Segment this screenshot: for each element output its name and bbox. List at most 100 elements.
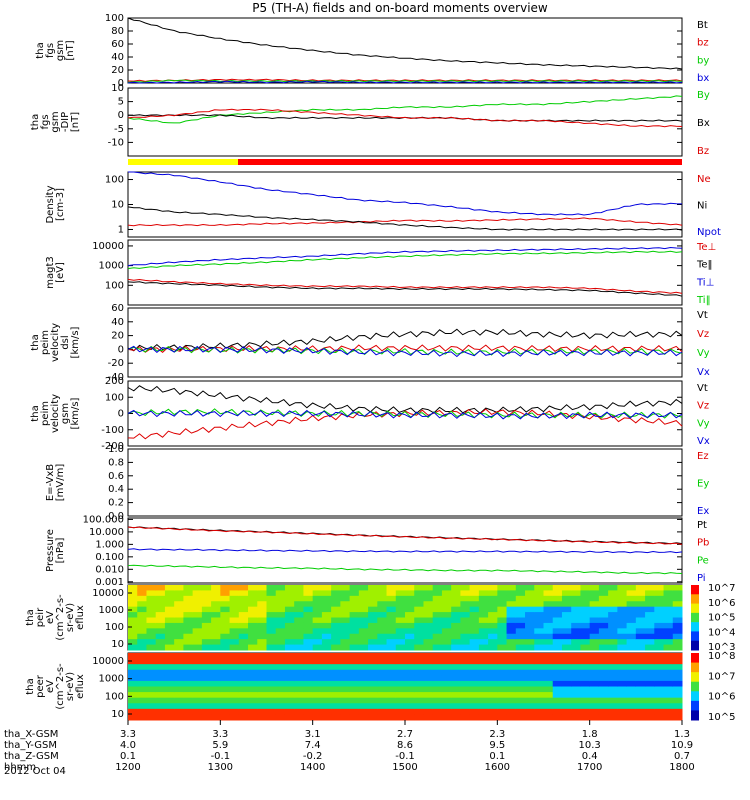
spectrogram-cell [146,612,157,618]
spectrogram-cell [608,658,618,665]
legend-entry: Ez [697,451,709,462]
spectrogram-cell [525,601,535,608]
x-tick-label: -0.1 [211,751,231,762]
spectrogram-cell [377,606,388,613]
ylabel-line: Density [45,185,56,223]
spectrogram-cell [386,669,397,676]
spectrogram-cell [515,669,526,676]
spectrogram-cell [534,714,544,721]
spectrogram-cell [460,669,471,676]
spectrogram-cell [192,612,203,618]
spectrogram-cell [164,686,175,693]
spectrogram-cell [645,595,655,602]
spectrogram-cell [469,703,480,710]
spectrogram-cell [654,714,665,721]
spectrogram-cell [608,628,618,635]
spectrogram-cell [405,628,415,635]
spectrogram-cell [451,622,461,629]
spectrogram-cell [137,669,147,676]
spectrogram-cell [321,590,332,597]
series-line-Vz [127,408,683,440]
spectrogram-cell [469,669,480,676]
spectrogram-cell [284,606,295,613]
spectrogram-cell [497,639,508,646]
y-tick-label: 80 [111,26,124,37]
spectrogram-cell [598,595,609,602]
spectrogram-cell [645,714,655,721]
spectrogram-cell [571,680,581,687]
spectrogram-cell [174,606,184,613]
panel-ylabel: thafgsgsm-DIP[nT] [30,111,81,132]
spectrogram-cell [663,658,674,665]
spectrogram-cell [451,628,461,635]
x-tick-label: 0.4 [582,751,598,762]
spectrogram-cell [238,692,249,699]
spectrogram-cell [128,590,138,597]
spectrogram-cell [451,669,461,676]
spectrogram-cell [497,606,508,613]
spectrogram-cell [395,708,406,715]
spectrogram-cell [266,686,277,693]
spectrogram-cell [340,669,351,676]
spectrogram-cell [368,697,378,704]
spectrogram-cell [155,692,166,699]
spectrogram-cell [441,680,452,687]
spectrogram-cell [635,601,646,608]
spectrogram-cell [460,622,471,629]
x-tick-label: 8.6 [397,740,413,751]
spectrogram-cell [201,708,212,715]
x-tick-label: 3.1 [305,729,321,740]
spectrogram-cell [534,664,544,671]
spectrogram-cell [192,680,203,687]
spectrogram-cell [663,697,674,704]
spectrogram-cell [164,585,175,591]
spectrogram-cell [571,606,581,613]
spectrogram-cell [257,675,267,682]
y-tick-label: 20 [111,331,124,342]
spectrogram-cell [349,644,360,651]
spectrogram-cell [294,590,304,597]
spectrogram-cell [368,628,378,635]
colorbar-segment [691,594,699,605]
legend-entry: Vz [697,401,709,412]
spectrogram-cell [331,658,341,665]
spectrogram-cell [478,703,489,710]
spectrogram-cell [303,664,314,671]
spectrogram-cell [386,708,397,715]
spectrogram-cell [146,633,157,640]
spectrogram-cell [451,653,461,660]
ylabel-line: gsm [60,403,71,424]
spectrogram-cell [164,595,175,602]
spectrogram-cell [645,692,655,699]
spectrogram-cell [608,675,618,682]
spectrogram-cell [571,686,581,693]
spectrogram-cell [598,703,609,710]
ylabel-line: dsl [60,335,71,349]
x-tick-label: 1600 [485,762,510,773]
spectrogram-cell [395,669,406,676]
spectrogram-cell [146,714,157,721]
spectrogram-cell [220,675,231,682]
spectrogram-cell [617,658,628,665]
spectrogram-cell [571,692,581,699]
spectrogram-cell [192,595,203,602]
spectrogram-cell [534,595,544,602]
series-line-bx [127,80,683,84]
spectrogram-cell [497,590,508,597]
spectrogram-cell [201,697,212,704]
spectrogram-cell [192,664,203,671]
spectrogram-cell [284,622,295,629]
spectrogram-cell [368,601,378,608]
spectrogram-cell [552,697,563,704]
spectrogram-cell [349,606,360,613]
spectrogram-cell [128,639,138,646]
spectrogram-cell [321,606,332,613]
spectrogram-cell [146,622,157,629]
spectrogram-cell [460,703,471,710]
spectrogram-cell [349,633,360,640]
spectrogram-cell [137,697,147,704]
spectrogram-cell [312,675,323,682]
spectrogram-cell [534,590,544,597]
spectrogram-cell [478,612,489,618]
spectrogram-cell [543,622,554,629]
